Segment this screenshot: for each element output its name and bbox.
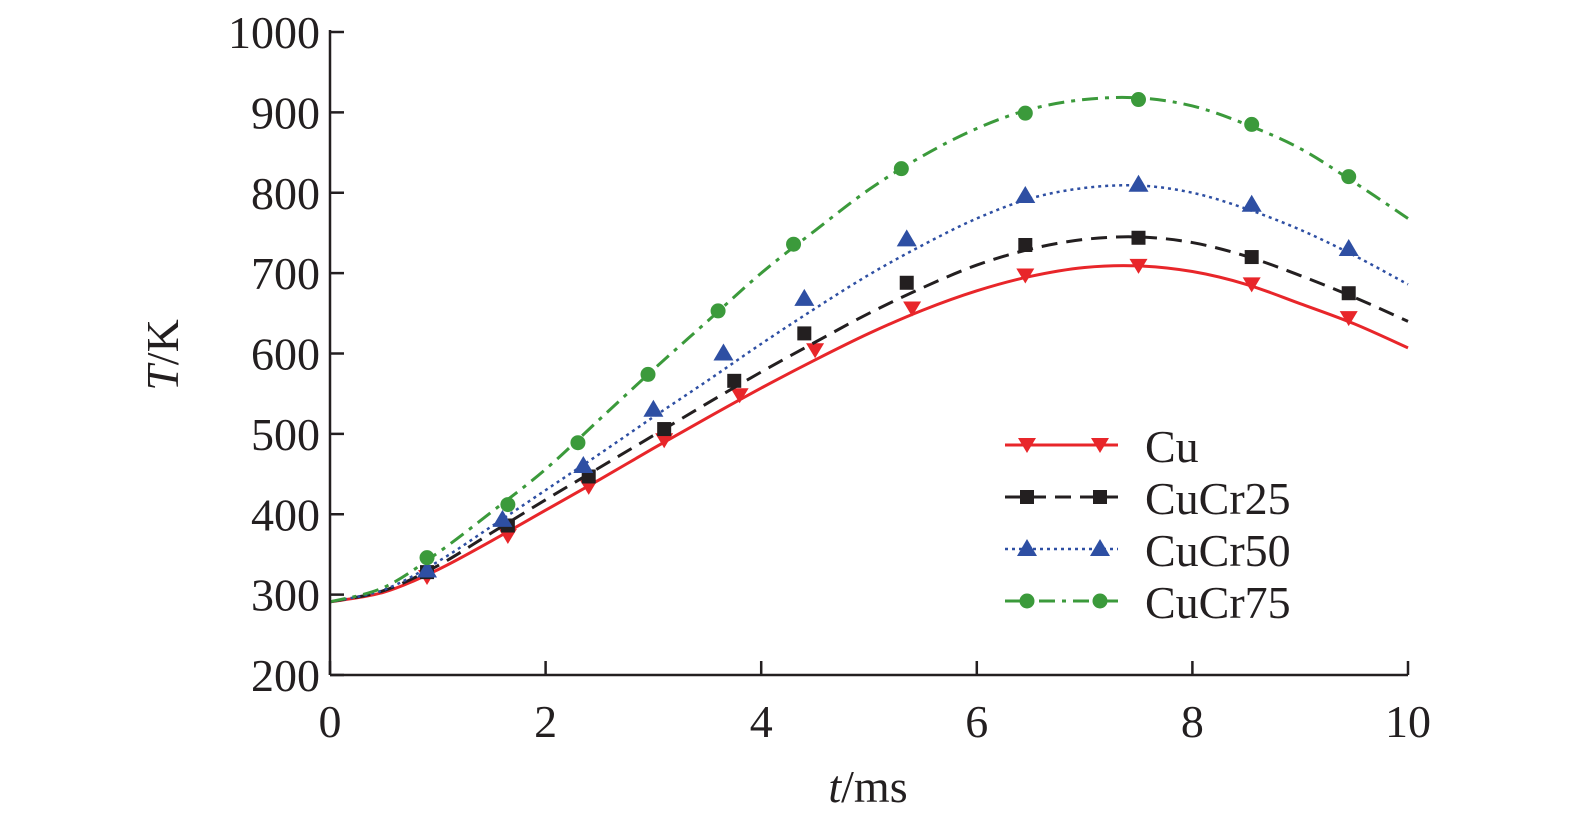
x-axis-label: t/ms	[828, 761, 907, 812]
data-point-cucr50	[1015, 185, 1036, 203]
data-point-cucr75	[1017, 105, 1033, 121]
data-point-cucr50	[643, 399, 664, 417]
legend-swatch-marker	[1091, 438, 1109, 453]
y-axis-label: T/K	[137, 319, 188, 391]
data-point-cu	[1339, 311, 1358, 327]
data-point-cucr50	[492, 509, 513, 527]
legend-swatch-marker	[1090, 539, 1110, 556]
series-line-cucr75	[329, 95, 1409, 604]
data-point-cucr75	[893, 161, 909, 177]
x-tick-label: 8	[1181, 696, 1204, 747]
legend-entry-cucr25: CuCr25	[1005, 473, 1291, 524]
y-tick-label: 1000	[228, 7, 320, 58]
x-axis-label-unit: /ms	[841, 761, 907, 812]
x-tick-label: 0	[319, 696, 342, 747]
data-point-cucr25	[797, 326, 812, 341]
legend-swatch-marker	[1020, 490, 1034, 504]
data-point-cucr50	[896, 229, 917, 247]
data-point-cucr50	[794, 288, 815, 306]
y-tick-label: 700	[251, 248, 320, 299]
y-tick-label: 300	[251, 570, 320, 621]
legend-label: CuCr25	[1145, 473, 1291, 524]
legend-label: CuCr75	[1145, 577, 1291, 628]
data-point-cu	[1242, 277, 1261, 293]
data-point-cucr25	[899, 275, 914, 290]
data-point-cucr25	[1131, 230, 1146, 245]
y-tick-label: 400	[251, 489, 320, 540]
data-point-cucr75	[1131, 92, 1146, 108]
data-point-cucr50	[713, 343, 734, 361]
data-point-cucr75	[640, 366, 656, 382]
plot-area	[329, 92, 1409, 604]
data-point-cu	[903, 301, 922, 317]
legend-swatch-marker	[1019, 593, 1035, 609]
y-tick-label: 600	[251, 329, 320, 380]
x-tick-label: 10	[1385, 696, 1431, 747]
legend-label: Cu	[1145, 421, 1199, 472]
x-axis-label-variable: t	[828, 761, 842, 812]
series-cucr50	[329, 174, 1409, 604]
data-point-cucr50	[417, 560, 438, 578]
legend-label: CuCr50	[1145, 525, 1291, 576]
series-line-cucr50	[329, 184, 1409, 604]
data-point-cu	[655, 433, 674, 449]
data-point-cucr50	[1128, 174, 1149, 192]
y-tick-label: 500	[251, 409, 320, 460]
data-point-cucr25	[1341, 286, 1356, 301]
data-point-cucr75	[1341, 169, 1357, 185]
y-tick-label: 900	[251, 87, 320, 138]
data-point-cucr50	[573, 456, 594, 474]
data-point-cucr75	[419, 550, 435, 566]
data-point-cucr75	[570, 435, 586, 451]
data-point-cucr75	[500, 497, 516, 513]
y-axis-label-unit: /K	[137, 319, 188, 365]
data-point-cucr25	[657, 422, 672, 437]
data-point-cucr75	[710, 303, 726, 319]
data-point-cu	[1016, 268, 1035, 284]
legend-entry-cucr75: CuCr75	[1005, 577, 1291, 628]
legend-entry-cucr50: CuCr50	[1005, 525, 1291, 576]
data-point-cucr75	[786, 236, 802, 252]
legend-swatch-marker	[1018, 438, 1036, 453]
data-point-cu	[579, 479, 598, 495]
data-point-cucr25	[1244, 250, 1259, 265]
series-cucr75	[329, 92, 1409, 604]
legend-swatch-marker	[1093, 490, 1107, 504]
y-tick-label: 200	[251, 650, 320, 701]
y-axis-label-variable: T	[137, 362, 188, 391]
data-point-cucr50	[1241, 194, 1262, 212]
x-tick-label: 2	[534, 696, 557, 747]
axes: 200 300 400 500 600 700 800 900 1000 0 2 4 6 8 10	[228, 7, 1431, 747]
data-point-cu	[1129, 258, 1148, 274]
series-line-cucr25	[329, 235, 1409, 604]
data-point-cucr75	[1244, 116, 1260, 132]
data-point-cucr50	[1338, 239, 1359, 257]
data-point-cu	[498, 528, 517, 544]
x-tick-label: 4	[750, 696, 773, 747]
x-tick-label: 6	[965, 696, 988, 747]
legend-swatch-marker	[1092, 593, 1108, 609]
data-point-cu	[806, 343, 825, 359]
legend-entry-cu: Cu	[1005, 421, 1199, 472]
data-point-cu	[730, 388, 749, 404]
data-point-cucr25	[1018, 237, 1033, 252]
legend-swatch-marker	[1017, 539, 1037, 556]
y-tick-label: 800	[251, 168, 320, 219]
data-point-cucr25	[727, 373, 742, 388]
